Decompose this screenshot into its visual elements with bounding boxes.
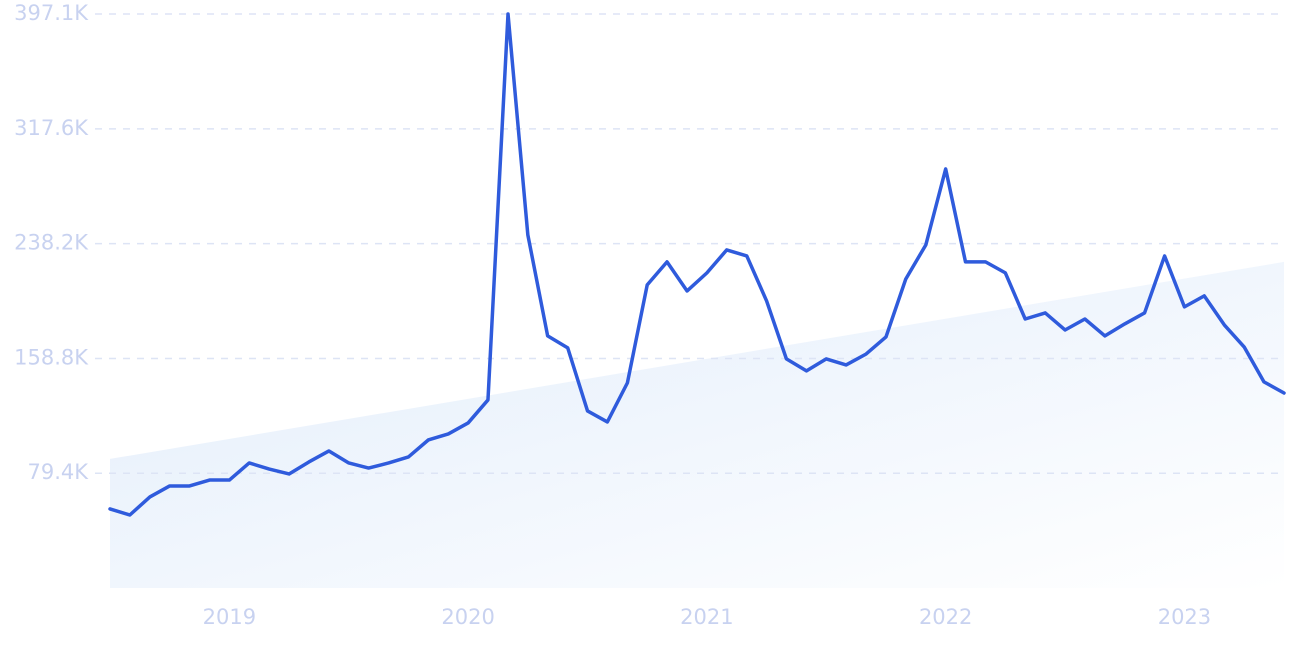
x-tick-label: 2019 [203, 605, 256, 629]
x-tick-label: 2021 [680, 605, 733, 629]
y-tick-label: 158.8K [14, 345, 89, 369]
trend-area [110, 261, 1284, 588]
x-tick-label: 2022 [919, 605, 972, 629]
y-tick-label: 397.1K [14, 1, 89, 25]
y-tick-label: 238.2K [14, 231, 89, 255]
y-tick-label: 317.6K [14, 116, 89, 140]
x-tick-label: 2023 [1158, 605, 1211, 629]
line [108, 12, 1286, 517]
y-tick-label: 79.4K [27, 460, 89, 484]
x-tick-label: 2020 [441, 605, 494, 629]
